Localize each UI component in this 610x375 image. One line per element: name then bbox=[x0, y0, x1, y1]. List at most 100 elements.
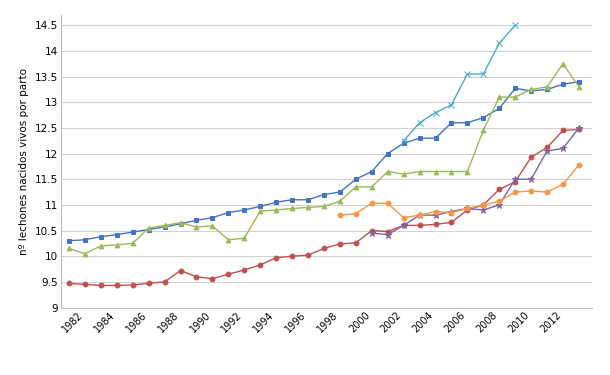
NV España bbox=[464, 208, 471, 212]
NV España bbox=[400, 223, 407, 228]
NV España bbox=[512, 180, 519, 184]
NV Dinamarca bbox=[400, 138, 407, 143]
NV España bbox=[273, 255, 280, 260]
NV España bbox=[495, 187, 503, 192]
NV España bbox=[448, 220, 455, 225]
NV Holanda bbox=[400, 172, 407, 176]
NV Holanda bbox=[145, 226, 152, 230]
NV Francia bbox=[575, 80, 583, 84]
NV Francia bbox=[209, 216, 216, 220]
NV Holanda bbox=[224, 237, 232, 242]
NV España bbox=[479, 202, 487, 207]
NV Catalunya bbox=[512, 177, 519, 182]
NV Catalunya bbox=[448, 209, 455, 214]
NV Francia bbox=[320, 192, 328, 197]
NV Gran Bretaña bbox=[368, 201, 375, 206]
NV Gran Bretaña bbox=[400, 216, 407, 220]
NV Catalunya bbox=[432, 213, 439, 217]
NV Holanda bbox=[528, 87, 535, 92]
NV Francia bbox=[273, 200, 280, 204]
NV Gran Bretaña bbox=[559, 182, 567, 187]
NV España bbox=[177, 268, 184, 273]
NV Holanda bbox=[129, 241, 137, 246]
NV Catalunya bbox=[416, 213, 423, 217]
NV Holanda bbox=[289, 206, 296, 211]
NV Francia bbox=[145, 227, 152, 232]
NV Holanda bbox=[448, 169, 455, 174]
NV Catalunya bbox=[559, 146, 567, 151]
Line: NV Gran Bretaña: NV Gran Bretaña bbox=[337, 162, 581, 220]
NV Holanda bbox=[432, 169, 439, 174]
NV Holanda bbox=[479, 128, 487, 133]
NV Holanda bbox=[464, 169, 471, 174]
NV España bbox=[304, 253, 312, 257]
NV España bbox=[161, 280, 168, 284]
NV España bbox=[544, 145, 551, 150]
NV Holanda bbox=[559, 62, 567, 66]
NV España bbox=[97, 283, 104, 288]
NV España bbox=[193, 274, 200, 279]
NV Holanda bbox=[512, 95, 519, 99]
NV Holanda bbox=[416, 169, 423, 174]
NV España bbox=[432, 222, 439, 226]
NV Holanda bbox=[304, 205, 312, 210]
Y-axis label: nº lechones nacidos vivos por parto: nº lechones nacidos vivos por parto bbox=[20, 68, 29, 255]
NV Holanda bbox=[65, 246, 73, 251]
NV Francia bbox=[257, 204, 264, 209]
NV España bbox=[368, 228, 375, 233]
Line: NV Holanda: NV Holanda bbox=[66, 62, 581, 256]
NV España bbox=[575, 127, 583, 132]
Line: NV Dinamarca: NV Dinamarca bbox=[401, 22, 518, 144]
NV España bbox=[145, 281, 152, 286]
NV Francia bbox=[97, 234, 104, 239]
NV Francia bbox=[352, 177, 359, 182]
NV Gran Bretaña bbox=[352, 211, 359, 216]
NV Holanda bbox=[113, 243, 120, 247]
NV España bbox=[384, 229, 392, 234]
NV Holanda bbox=[544, 85, 551, 89]
NV Francia bbox=[559, 82, 567, 87]
NV España bbox=[129, 283, 137, 287]
NV Gran Bretaña bbox=[448, 210, 455, 215]
NV Holanda bbox=[161, 223, 168, 228]
NV Holanda bbox=[81, 251, 88, 256]
NV Holanda bbox=[336, 199, 343, 204]
NV Holanda bbox=[257, 209, 264, 213]
NV Francia bbox=[544, 87, 551, 92]
NV Holanda bbox=[384, 169, 392, 174]
NV Francia bbox=[368, 169, 375, 174]
NV Holanda bbox=[209, 224, 216, 228]
NV España bbox=[113, 283, 120, 288]
NV Gran Bretaña bbox=[336, 213, 343, 217]
NV Dinamarca bbox=[479, 72, 487, 76]
NV Holanda bbox=[97, 244, 104, 248]
NV España bbox=[559, 128, 567, 133]
NV Gran Bretaña bbox=[416, 213, 423, 217]
NV Francia bbox=[448, 120, 455, 125]
NV Francia bbox=[177, 222, 184, 226]
NV Francia bbox=[289, 198, 296, 202]
Line: NV España: NV España bbox=[66, 127, 581, 288]
NV España bbox=[224, 272, 232, 276]
NV Holanda bbox=[193, 225, 200, 229]
NV España bbox=[257, 262, 264, 267]
NV Catalunya bbox=[575, 126, 583, 130]
NV Catalunya bbox=[384, 232, 392, 237]
NV Francia bbox=[304, 198, 312, 202]
NV Francia bbox=[113, 232, 120, 237]
NV Dinamarca bbox=[432, 110, 439, 115]
NV Francia bbox=[464, 120, 471, 125]
NV Holanda bbox=[495, 95, 503, 99]
NV Francia bbox=[65, 238, 73, 243]
NV España bbox=[81, 282, 88, 286]
NV Dinamarca bbox=[416, 120, 423, 125]
NV Catalunya bbox=[528, 177, 535, 182]
NV Catalunya bbox=[464, 206, 471, 211]
NV España bbox=[240, 268, 248, 272]
NV Holanda bbox=[240, 236, 248, 240]
NV España bbox=[528, 155, 535, 159]
NV Francia bbox=[81, 237, 88, 242]
NV Dinamarca bbox=[495, 41, 503, 45]
NV Francia bbox=[129, 230, 137, 234]
NV Dinamarca bbox=[464, 72, 471, 76]
